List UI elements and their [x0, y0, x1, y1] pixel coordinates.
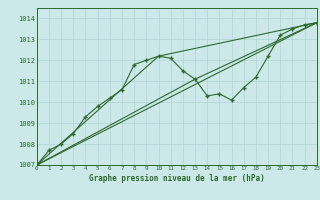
X-axis label: Graphe pression niveau de la mer (hPa): Graphe pression niveau de la mer (hPa) — [89, 174, 265, 183]
